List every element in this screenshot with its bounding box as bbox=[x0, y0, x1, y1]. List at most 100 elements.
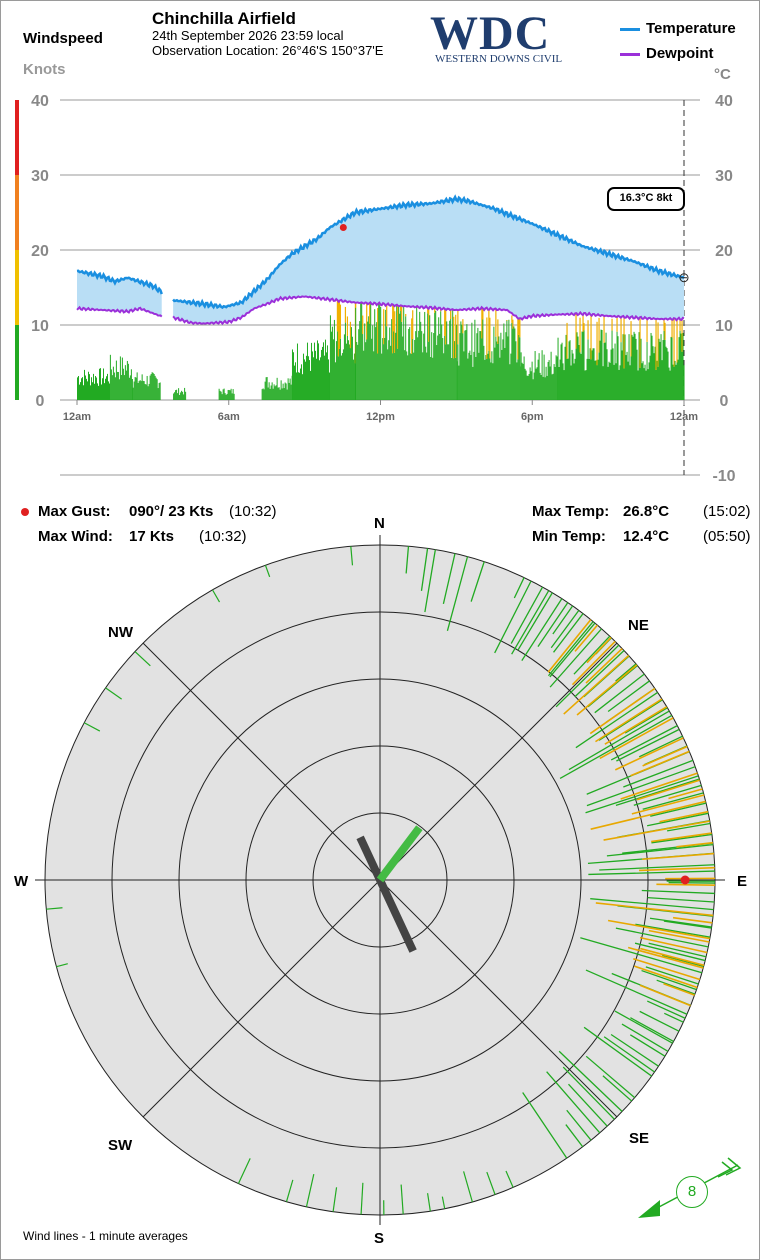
wind-line bbox=[672, 916, 713, 924]
wind-line bbox=[602, 1075, 633, 1102]
wind-rose bbox=[35, 535, 742, 1225]
wind-line bbox=[604, 706, 668, 745]
wind-line bbox=[607, 680, 650, 713]
wind-line bbox=[642, 792, 704, 810]
wind-line bbox=[580, 937, 703, 974]
wind-line bbox=[646, 1000, 686, 1019]
y-right-tick: 40 bbox=[715, 93, 733, 110]
wind-line bbox=[615, 663, 637, 682]
current-wind-arrow-head bbox=[638, 1200, 660, 1218]
wind-line bbox=[621, 1023, 669, 1052]
wind-line bbox=[568, 710, 670, 771]
wind-line bbox=[555, 644, 620, 708]
wind-line bbox=[645, 966, 699, 985]
axis-labels: 0 10 20 30 40 40 30 20 10 0 -10 12am 6am 12pm 6pm 12am bbox=[31, 93, 736, 485]
wind-line bbox=[630, 750, 690, 777]
wind-line bbox=[633, 958, 701, 981]
wind-lines-note: Wind lines - 1 minute averages bbox=[23, 1229, 188, 1243]
wind-line bbox=[56, 963, 68, 968]
wind-line bbox=[510, 586, 544, 644]
wind-line bbox=[442, 553, 456, 605]
wind-line bbox=[549, 628, 603, 688]
wind-line bbox=[649, 917, 712, 928]
wind-line bbox=[594, 673, 645, 714]
wind-line bbox=[574, 624, 599, 652]
wind-line bbox=[663, 920, 712, 929]
wind-line bbox=[420, 548, 429, 591]
wind-line bbox=[615, 778, 700, 807]
wind-line bbox=[651, 832, 712, 843]
wind-line bbox=[568, 1083, 608, 1127]
current-readout-text: 16.3°C 8kt bbox=[619, 192, 673, 204]
legend-dewpoint-label: Dewpoint bbox=[646, 45, 714, 62]
wind-line bbox=[350, 546, 354, 566]
wind-line bbox=[599, 864, 715, 871]
y-right-tick: 0 bbox=[720, 393, 729, 410]
max-temp-label: Max Temp: bbox=[532, 503, 610, 520]
wind-line bbox=[558, 1050, 623, 1112]
wind-line bbox=[607, 919, 710, 940]
y-left-tick: 0 bbox=[36, 393, 45, 410]
wind-line bbox=[575, 691, 658, 749]
rose-max-gust-dot bbox=[680, 875, 690, 885]
wind-line bbox=[638, 735, 683, 758]
temp-dewpoint-band bbox=[77, 270, 162, 317]
wind-line bbox=[640, 947, 705, 967]
wind-line bbox=[662, 954, 704, 967]
date-line: 24th September 2026 23:59 local bbox=[152, 28, 344, 43]
current-wind-arrow-feather bbox=[725, 1157, 742, 1176]
compass-label-w: W bbox=[14, 873, 29, 890]
wind-line bbox=[553, 613, 584, 653]
wind-line bbox=[648, 942, 707, 958]
max-temp-value: 26.8°C bbox=[623, 503, 670, 520]
wind-line bbox=[616, 728, 680, 762]
wind-line bbox=[666, 822, 711, 832]
wind-line bbox=[598, 699, 663, 741]
wind-line bbox=[659, 810, 709, 823]
wind-line bbox=[634, 942, 706, 962]
wind-line bbox=[83, 722, 101, 732]
y-right-tick: 30 bbox=[715, 168, 733, 185]
wind-line bbox=[134, 651, 151, 667]
wind-line bbox=[631, 794, 705, 815]
wind-line bbox=[486, 1171, 496, 1195]
wind-line bbox=[583, 1026, 653, 1077]
wdc-logo: WDC WESTERN DOWNS CIVIL bbox=[430, 7, 580, 68]
wind-line bbox=[664, 1012, 684, 1023]
wind-line bbox=[620, 772, 698, 800]
wind-line bbox=[332, 1187, 338, 1212]
wind-line bbox=[590, 898, 714, 911]
current-wind-arrow-feather bbox=[717, 1161, 734, 1178]
wind-line bbox=[237, 1158, 251, 1184]
x-tick-label: 12pm bbox=[366, 411, 395, 423]
wind-line bbox=[586, 766, 696, 807]
wind-line bbox=[522, 1092, 568, 1159]
wind-line bbox=[650, 802, 707, 817]
wind-line bbox=[595, 698, 663, 743]
wind-line bbox=[651, 833, 712, 844]
compass-label-sw: SW bbox=[108, 1137, 133, 1154]
wind-line bbox=[585, 647, 623, 684]
wind-line bbox=[546, 1071, 601, 1134]
wind-line bbox=[470, 561, 485, 602]
max-gust-marker bbox=[339, 224, 347, 231]
x-tick-label: 6pm bbox=[521, 411, 544, 423]
wind-line bbox=[446, 556, 469, 631]
compass-label-ne: NE bbox=[628, 617, 649, 634]
wind-line bbox=[642, 852, 715, 861]
y-right-tick: 10 bbox=[715, 318, 733, 335]
wind-line bbox=[588, 870, 715, 876]
wind-line bbox=[623, 759, 694, 788]
wind-line bbox=[563, 654, 630, 715]
wind-line bbox=[641, 889, 715, 895]
wind-line bbox=[517, 592, 553, 651]
wind-line bbox=[552, 605, 574, 635]
min-temp-time: (05:50) bbox=[703, 528, 751, 545]
dewpoint-line bbox=[172, 295, 685, 326]
y-left-tick: 30 bbox=[31, 168, 49, 185]
wind-line bbox=[639, 1010, 680, 1032]
wind-line bbox=[633, 784, 702, 806]
wind-line bbox=[305, 1173, 315, 1207]
wind-line bbox=[589, 687, 656, 735]
wind-line bbox=[211, 589, 221, 603]
